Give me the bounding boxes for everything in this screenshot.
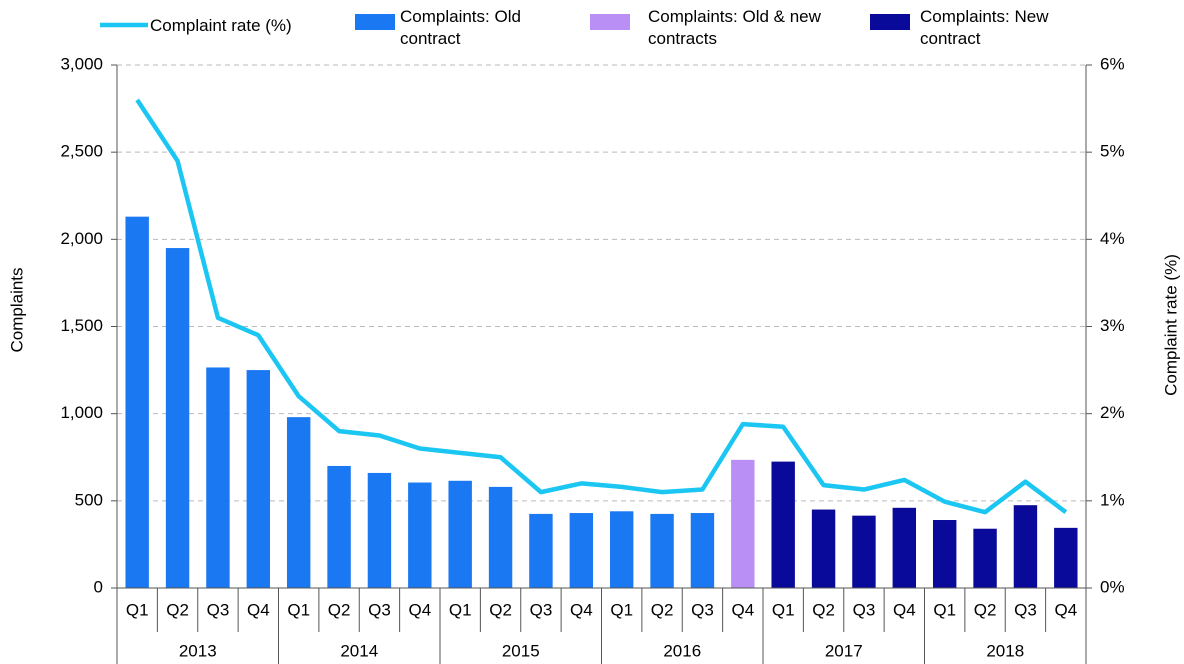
x-tick-label: Q3 [530,600,553,619]
year-label: 2013 [179,641,217,660]
bar [206,367,230,588]
bar [286,417,311,588]
x-tick-label: Q3 [207,600,230,619]
bar [690,513,715,588]
bar [973,528,997,588]
y-tick-label: 1,000 [60,403,103,422]
bar [488,486,513,588]
bar [327,465,351,588]
bar [650,513,674,588]
bar [932,520,957,588]
bar [811,509,836,588]
year-label: 2015 [502,641,540,660]
x-tick-label: Q4 [893,600,916,619]
bar [367,472,392,588]
x-tick-label: Q1 [933,600,956,619]
legend-label: Complaint rate (%) [150,16,292,35]
bar [892,507,917,588]
year-label: 2016 [663,641,701,660]
bar [569,513,594,588]
x-tick-label: Q2 [974,600,997,619]
legend-label: Complaints: Old contract [400,7,521,48]
y2-tick-label: 1% [1100,490,1125,509]
y-tick-label: 500 [75,490,103,509]
bar [609,511,634,588]
y-axis-label: Complaints [7,267,26,352]
bar [1013,505,1038,588]
x-tick-label: Q3 [1014,600,1037,619]
y2-tick-label: 3% [1100,316,1125,335]
bar [852,515,876,588]
bar [448,480,472,588]
bar [771,461,795,588]
legend-label: Complaints: New contract [920,7,1049,48]
y2-tick-label: 0% [1100,577,1125,596]
x-tick-label: Q1 [449,600,472,619]
year-label: 2017 [825,641,863,660]
y2-tick-label: 4% [1100,229,1125,248]
legend-label: Complaints: Old & new contracts [648,7,821,48]
bar [529,513,553,588]
y-tick-label: 1,500 [60,316,103,335]
y2-axis-label: Complaint rate (%) [1161,254,1180,396]
bar [246,370,271,588]
y2-tick-label: 5% [1100,142,1125,161]
y-tick-label: 2,000 [60,229,103,248]
x-tick-label: Q3 [853,600,876,619]
x-tick-label: Q4 [247,600,270,619]
bar [125,216,149,589]
bar [1054,527,1078,588]
legend-swatch [590,14,630,30]
year-label: 2014 [340,641,378,660]
y-tick-label: 3,000 [60,54,103,73]
x-tick-label: Q1 [610,600,633,619]
x-tick-label: Q2 [651,600,674,619]
x-tick-label: Q2 [489,600,512,619]
legend-swatch [870,14,910,30]
y-tick-label: 0 [94,577,103,596]
x-tick-label: Q4 [408,600,431,619]
x-tick-label: Q1 [126,600,149,619]
y-tick-label: 2,500 [60,142,103,161]
x-tick-label: Q2 [812,600,835,619]
x-tick-label: Q3 [691,600,714,619]
x-tick-label: Q4 [731,600,754,619]
x-tick-label: Q1 [287,600,310,619]
x-tick-label: Q2 [166,600,189,619]
x-tick-label: Q4 [1054,600,1077,619]
legend-swatch [355,14,395,30]
line-series [135,98,1068,515]
x-tick-label: Q1 [772,600,795,619]
x-tick-label: Q4 [570,600,593,619]
year-label: 2018 [986,641,1024,660]
bar [731,459,755,588]
y2-tick-label: 6% [1100,54,1125,73]
x-tick-label: Q3 [368,600,391,619]
y2-tick-label: 2% [1100,403,1125,422]
bar [408,482,432,588]
bar [165,248,190,589]
x-tick-label: Q2 [328,600,351,619]
